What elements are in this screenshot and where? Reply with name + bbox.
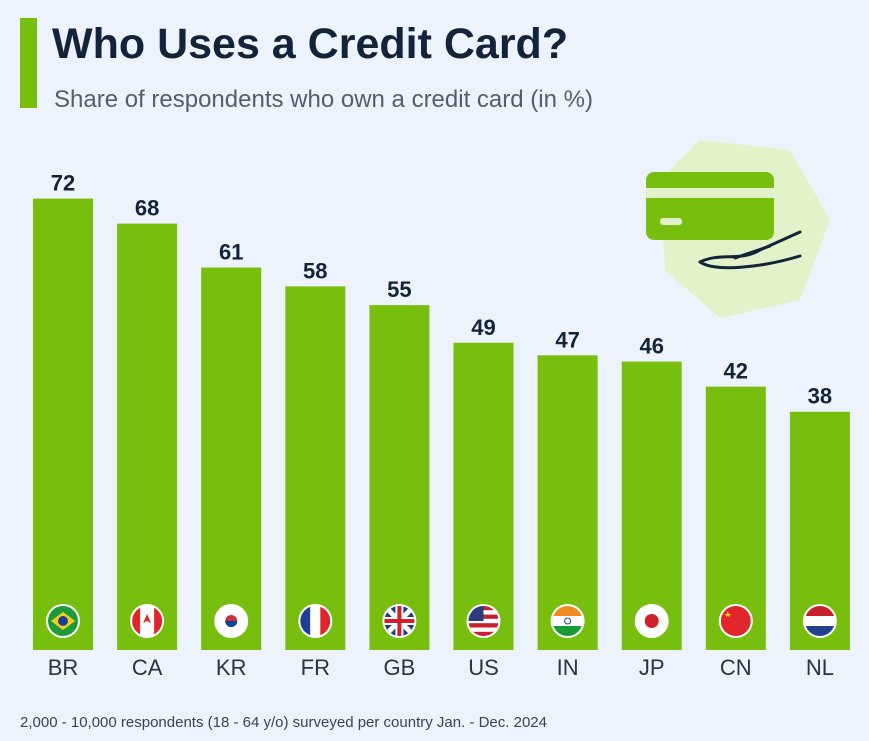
value-label: 47 bbox=[555, 327, 579, 352]
value-label: 72 bbox=[51, 171, 75, 196]
value-label: 49 bbox=[471, 315, 495, 340]
flag-icon bbox=[802, 604, 837, 638]
title-accent bbox=[20, 18, 37, 108]
flag-part bbox=[804, 626, 835, 636]
flag-icon bbox=[718, 604, 753, 638]
bar bbox=[369, 305, 430, 650]
value-label: 42 bbox=[724, 359, 748, 384]
flag bbox=[300, 606, 331, 636]
value-label: 38 bbox=[808, 384, 832, 409]
flag-part bbox=[384, 606, 415, 636]
bar bbox=[621, 361, 682, 650]
flag-part bbox=[310, 606, 321, 636]
chart-subtitle: Share of respondents who own a credit ca… bbox=[54, 86, 593, 113]
flag-icon bbox=[550, 604, 585, 638]
flag-icon bbox=[382, 604, 417, 638]
value-label: 68 bbox=[135, 196, 159, 221]
flag-icon bbox=[634, 604, 669, 638]
flag-icon bbox=[298, 604, 333, 638]
x-tick-label: KR bbox=[216, 655, 247, 680]
bar bbox=[33, 198, 93, 650]
flag-part bbox=[320, 606, 331, 636]
footnote: 2,000 - 10,000 respondents (18 - 64 y/o)… bbox=[20, 714, 547, 731]
flag bbox=[468, 606, 499, 636]
value-label: 61 bbox=[219, 240, 243, 265]
flag-part bbox=[720, 606, 751, 636]
x-tick-label: FR bbox=[301, 655, 330, 680]
bar bbox=[453, 342, 514, 650]
flag-part bbox=[143, 614, 152, 623]
bar bbox=[285, 286, 346, 650]
value-label: 55 bbox=[387, 277, 411, 302]
x-tick-label: CN bbox=[720, 655, 752, 680]
value-label: 58 bbox=[303, 258, 327, 283]
flag-part bbox=[468, 631, 499, 636]
flag-part bbox=[804, 606, 835, 616]
flag-icon bbox=[466, 604, 501, 638]
credit-card-icon bbox=[646, 140, 830, 318]
flag-part bbox=[154, 606, 163, 636]
flag bbox=[804, 606, 835, 636]
flag bbox=[48, 606, 78, 636]
flag-icon bbox=[130, 604, 165, 638]
x-tick-label: IN bbox=[557, 655, 579, 680]
flag-part bbox=[644, 614, 659, 628]
flag-part bbox=[300, 606, 311, 636]
flag bbox=[132, 606, 163, 636]
x-tick-label: CA bbox=[132, 655, 163, 680]
flag-part bbox=[132, 606, 141, 636]
x-tick-label: JP bbox=[639, 655, 665, 680]
bar bbox=[537, 355, 598, 650]
flag-part bbox=[58, 616, 68, 626]
x-tick-label: GB bbox=[384, 655, 416, 680]
x-tick-label: NL bbox=[806, 655, 834, 680]
flag bbox=[720, 606, 751, 636]
flag-part bbox=[225, 621, 238, 627]
flag-part bbox=[552, 606, 583, 616]
bar bbox=[117, 223, 178, 650]
flag-part bbox=[552, 616, 583, 626]
flag-part bbox=[804, 616, 835, 626]
flag-part bbox=[723, 611, 732, 617]
chart-title: Who Uses a Credit Card? bbox=[52, 20, 568, 68]
flag-part bbox=[468, 618, 499, 624]
flag bbox=[552, 606, 583, 636]
flag bbox=[636, 606, 667, 636]
x-tick-label: BR bbox=[48, 655, 79, 680]
flag-icon bbox=[46, 604, 80, 638]
x-tick-label: US bbox=[468, 655, 499, 680]
flag-icon bbox=[214, 604, 249, 638]
flag bbox=[216, 606, 247, 636]
flag-part bbox=[564, 617, 572, 625]
flag-part bbox=[468, 623, 499, 628]
flag-part bbox=[552, 626, 583, 636]
value-label: 46 bbox=[639, 334, 663, 359]
flag-part bbox=[468, 627, 499, 632]
bar bbox=[201, 267, 262, 650]
flag bbox=[384, 606, 415, 636]
